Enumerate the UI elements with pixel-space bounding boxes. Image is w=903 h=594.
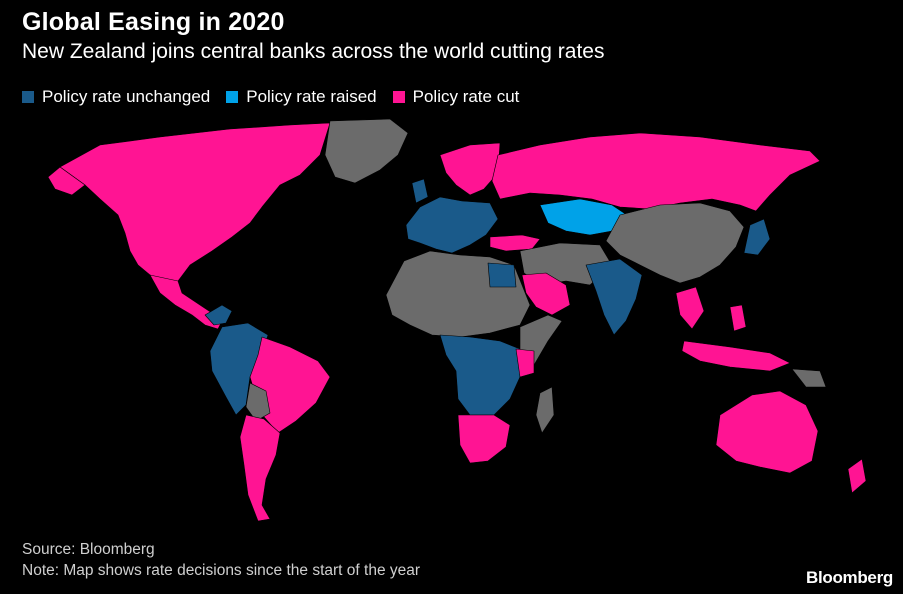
- chart-subtitle: New Zealand joins central banks across t…: [22, 40, 605, 63]
- region-scandinavia: [439, 142, 501, 196]
- region-png: [791, 368, 827, 388]
- legend-swatch-raised: [226, 91, 239, 103]
- region-madagascar: [535, 386, 555, 434]
- region-china: [605, 202, 745, 284]
- region-north-africa: [385, 250, 531, 338]
- region-western-europe: [405, 196, 499, 254]
- region-alaska: [47, 166, 86, 196]
- region-new-zealand: [847, 458, 867, 494]
- region-russia: [491, 132, 821, 212]
- region-bolivia: [245, 382, 271, 422]
- region-greenland: [324, 118, 409, 184]
- region-india: [585, 258, 643, 336]
- region-brazil: [249, 336, 331, 434]
- region-japan: [743, 218, 771, 256]
- region-indonesia: [681, 340, 791, 372]
- region-southern-cone: [239, 414, 281, 522]
- bloomberg-logo: Bloomberg: [805, 568, 893, 587]
- legend-label-raised: Policy rate raised: [246, 87, 377, 106]
- legend-swatch-unchanged: [22, 91, 34, 103]
- legend-label-unchanged: Policy rate unchanged: [42, 87, 211, 106]
- legend-swatch-cut: [392, 91, 405, 103]
- source-note: Source: Bloomberg: [22, 541, 155, 558]
- region-north-america: [59, 122, 331, 286]
- legend-item-raised: Policy rate raised: [226, 87, 377, 107]
- region-southeast-asia: [675, 286, 705, 330]
- legend-label-cut: Policy rate cut: [412, 87, 520, 106]
- region-philippines: [729, 304, 747, 332]
- region-central-america-unchanged: [204, 304, 233, 326]
- region-mexico: [149, 274, 223, 330]
- chart-title: Global Easing in 2020: [22, 8, 285, 36]
- legend: Policy rate unchanged Policy rate raised…: [22, 87, 519, 107]
- region-uk: [411, 178, 429, 204]
- legend-item-unchanged: Policy rate unchanged: [22, 87, 210, 107]
- region-southern-africa: [457, 414, 511, 464]
- region-australia: [715, 390, 819, 474]
- region-egypt: [487, 262, 517, 288]
- region-kenya: [515, 348, 535, 378]
- region-south-america-west: [209, 322, 269, 416]
- world-map: [47, 118, 867, 522]
- map-note: Note: Map shows rate decisions since the…: [22, 562, 421, 579]
- region-saudi-arabia: [521, 272, 571, 316]
- region-central-africa: [439, 334, 521, 416]
- legend-item-cut: Policy rate cut: [392, 87, 520, 107]
